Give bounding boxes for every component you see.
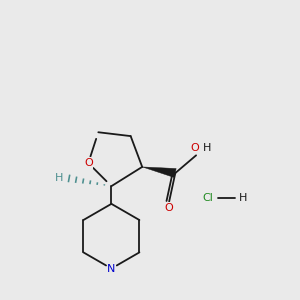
Text: Cl: Cl: [202, 193, 213, 203]
Polygon shape: [142, 167, 176, 178]
Text: H: H: [203, 143, 211, 153]
Text: O: O: [165, 203, 173, 213]
Text: O: O: [84, 158, 93, 168]
Text: O: O: [190, 143, 199, 153]
Text: H: H: [239, 193, 247, 203]
Text: N: N: [107, 263, 116, 274]
Text: H: H: [55, 173, 63, 184]
